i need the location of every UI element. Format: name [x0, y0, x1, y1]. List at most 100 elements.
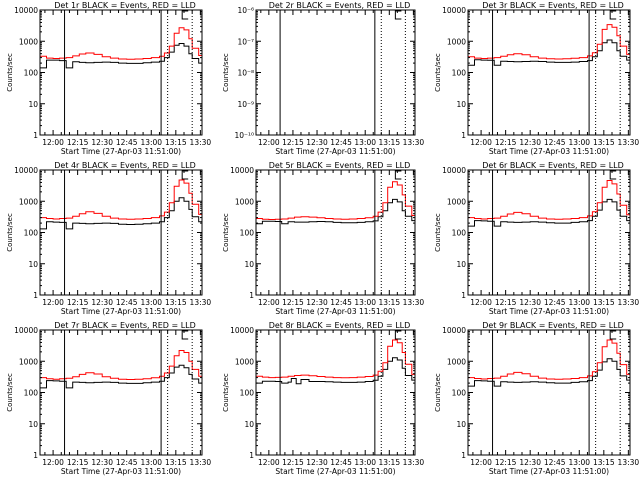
- y-tick-label: 10000: [14, 326, 38, 335]
- x-tick-label: 12:00: [258, 298, 280, 307]
- x-tick-label: 13:30: [618, 458, 640, 467]
- interval-bracket: [394, 170, 402, 180]
- lld-series-line: [40, 350, 202, 380]
- x-tick-label: 12:45: [544, 458, 566, 467]
- x-tick-label: 12:30: [519, 458, 541, 467]
- y-axis-label: Counts/sec: [434, 373, 442, 412]
- x-axis-label: Start Time (27-Apr-03 11:51:00): [489, 307, 609, 316]
- y-tick-label: 1000: [19, 197, 38, 206]
- x-tick-label: 13:00: [140, 298, 162, 307]
- x-axis-label: Start Time (27-Apr-03 11:51:00): [61, 147, 181, 156]
- x-tick-label: 12:00: [42, 298, 64, 307]
- y-tick-label: 100: [452, 389, 467, 398]
- y-tick-label: 100: [452, 229, 467, 238]
- x-tick-label: 13:30: [403, 138, 425, 147]
- y-tick-label: 10⁻⁹: [237, 100, 254, 109]
- y-axis-label: Counts/sec: [434, 213, 442, 252]
- panel-det-6: 1 10 100 1000 10000 12:00 12:15 12:30 12:45 13:00…: [434, 161, 639, 316]
- y-axis-label: Counts/sec: [222, 213, 230, 252]
- panel-det-2: 10⁻¹⁰ 10⁻⁹ 10⁻⁸ 10⁻⁷ 10⁻⁶ 12:00 12:15 12:30 12:4…: [222, 1, 424, 156]
- x-axis-label: Start Time (27-Apr-03 11:51:00): [275, 467, 395, 476]
- x-tick-label: 12:15: [67, 138, 89, 147]
- y-tick-label: 10: [28, 100, 38, 109]
- events-series-line: [256, 198, 415, 225]
- lld-series-line: [468, 180, 630, 220]
- events-series-line: [468, 39, 630, 66]
- y-tick-label: 100: [240, 229, 255, 238]
- x-tick-label: 12:45: [116, 458, 138, 467]
- x-tick-label: 13:00: [568, 138, 590, 147]
- x-tick-label: 13:15: [593, 458, 615, 467]
- x-axis-label: Start Time (27-Apr-03 11:51:00): [489, 147, 609, 156]
- interval-bracket: [181, 10, 189, 20]
- x-tick-label: 12:15: [282, 138, 304, 147]
- x-tick-label: 13:30: [190, 138, 212, 147]
- y-tick-label: 10: [456, 260, 466, 269]
- x-tick-label: 12:15: [495, 138, 517, 147]
- x-tick-label: 12:15: [67, 458, 89, 467]
- lld-series-line: [40, 179, 202, 220]
- panel-title: Det 7r BLACK = Events, RED = LLD: [54, 321, 196, 330]
- panel-det-1: 1 10 100 1000 10000 12:00 12:15 12:30 12:45 13:00…: [6, 1, 211, 156]
- y-axis-label: Counts/sec: [6, 373, 14, 412]
- y-tick-label: 10⁻⁶: [237, 6, 254, 15]
- x-tick-label: 13:15: [378, 458, 400, 467]
- x-tick-label: 13:15: [378, 298, 400, 307]
- x-tick-label: 12:15: [495, 298, 517, 307]
- panel-title: Det 3r BLACK = Events, RED = LLD: [482, 1, 624, 10]
- x-axis-label: Start Time (27-Apr-03 11:51:00): [275, 147, 395, 156]
- panel-title: Det 4r BLACK = Events, RED = LLD: [54, 161, 196, 170]
- y-tick-label: 100: [452, 69, 467, 78]
- x-tick-label: 13:00: [140, 458, 162, 467]
- y-tick-label: 1: [461, 131, 466, 140]
- lld-series-line: [40, 27, 202, 60]
- x-tick-label: 13:30: [190, 298, 212, 307]
- y-tick-label: 10⁻⁸: [237, 69, 254, 78]
- x-tick-label: 12:00: [470, 298, 492, 307]
- y-axis-label: Counts/sec: [434, 53, 442, 92]
- x-tick-label: 12:30: [519, 298, 541, 307]
- interval-bracket: [609, 10, 617, 20]
- panel-det-7: 1 10 100 1000 10000 12:00 12:15 12:30 12:45 13:00…: [6, 321, 211, 476]
- events-series-line: [256, 357, 415, 385]
- y-tick-label: 10: [244, 420, 254, 429]
- x-tick-label: 12:30: [91, 458, 113, 467]
- y-tick-label: 10000: [230, 166, 254, 175]
- y-tick-label: 10: [244, 260, 254, 269]
- x-tick-label: 12:45: [544, 138, 566, 147]
- x-tick-label: 12:30: [91, 298, 113, 307]
- y-tick-label: 1000: [447, 197, 466, 206]
- interval-bracket: [609, 330, 617, 340]
- y-tick-label: 10000: [442, 6, 466, 15]
- x-axis-label: Start Time (27-Apr-03 11:51:00): [275, 307, 395, 316]
- interval-bracket: [181, 170, 189, 180]
- y-axis-label: Counts/sec: [6, 53, 14, 92]
- x-tick-label: 13:00: [140, 138, 162, 147]
- lld-series-line: [256, 339, 415, 379]
- y-tick-label: 10: [456, 420, 466, 429]
- x-tick-label: 12:45: [330, 138, 352, 147]
- y-tick-label: 100: [24, 389, 39, 398]
- panel-title: Det 6r BLACK = Events, RED = LLD: [482, 161, 624, 170]
- y-tick-label: 1: [33, 291, 38, 300]
- interval-bracket: [394, 10, 402, 20]
- y-tick-label: 1000: [447, 37, 466, 46]
- y-tick-label: 100: [240, 389, 255, 398]
- x-tick-label: 13:00: [568, 298, 590, 307]
- x-tick-label: 13:00: [568, 458, 590, 467]
- y-tick-label: 10: [28, 260, 38, 269]
- x-tick-label: 12:45: [116, 298, 138, 307]
- y-tick-label: 1000: [235, 197, 254, 206]
- y-tick-label: 10⁻⁷: [237, 37, 254, 46]
- x-tick-label: 12:30: [91, 138, 113, 147]
- x-tick-label: 12:00: [42, 458, 64, 467]
- y-tick-label: 1: [461, 451, 466, 460]
- y-tick-label: 1000: [19, 37, 38, 46]
- x-tick-label: 13:30: [403, 298, 425, 307]
- panel-det-9: 1 10 100 1000 10000 12:00 12:15 12:30 12:45 13:00…: [434, 321, 639, 476]
- x-tick-label: 12:30: [306, 458, 328, 467]
- y-tick-label: 1: [249, 291, 254, 300]
- x-axis-label: Start Time (27-Apr-03 11:51:00): [489, 467, 609, 476]
